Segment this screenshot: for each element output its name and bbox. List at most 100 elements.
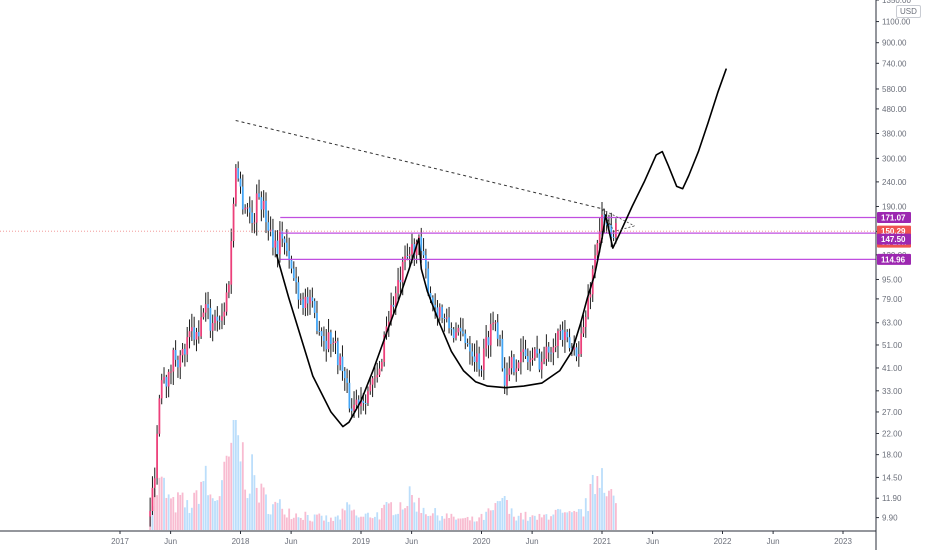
price-bar-body [195, 331, 198, 340]
time-tick-label: Jun [164, 537, 177, 546]
price-bar-body [452, 329, 455, 339]
price-bar-body [327, 332, 330, 350]
price-bar-body [450, 328, 453, 330]
price-bar-body [522, 349, 525, 352]
time-tick-label: 2023 [834, 537, 852, 546]
price-bar-body [165, 376, 168, 387]
price-bar-body [380, 362, 383, 369]
price-bar-body [167, 371, 170, 387]
price-bar-body [554, 345, 557, 348]
price-bar-body [485, 337, 488, 349]
price-bar-body [183, 348, 186, 355]
freehand-curve[interactable] [275, 237, 420, 428]
price-bar-body [350, 408, 353, 411]
time-axis[interactable]: 2017 Jun 2018 Jun 2019 Jun 2020 Jun 2021 Jun 2022 J… [0, 530, 876, 546]
price-bar-body [462, 331, 464, 334]
price-bar-body [513, 357, 515, 373]
volume-bar [374, 516, 376, 530]
freehand-curve[interactable] [418, 237, 603, 389]
price-bar-body [272, 229, 274, 248]
volume-bar [441, 516, 444, 530]
trendline[interactable] [235, 119, 605, 210]
volume-bar [186, 500, 189, 530]
triangle-pattern[interactable] [601, 208, 635, 232]
price-bar-body [248, 207, 251, 213]
volume-bar [390, 502, 393, 530]
price-bar-body [193, 327, 196, 340]
volume-bar [559, 509, 562, 530]
price-tick-label: 480.00 [882, 105, 907, 114]
volume-bar [452, 516, 455, 530]
volume-bar [427, 516, 430, 530]
volume-bar [594, 494, 596, 530]
volume-bar [545, 514, 548, 530]
volume-bar [325, 515, 328, 530]
volume-bar [515, 520, 518, 530]
price-tick-label: 11.90 [882, 494, 902, 503]
volume-bar [197, 503, 200, 530]
volume-bar [413, 502, 416, 530]
annotation-layer[interactable] [0, 68, 876, 428]
price-axis[interactable]: 1350.00 1100.00 900.00 740.00 580.00 480.00 38… [875, 0, 911, 550]
price-bar-body [469, 344, 471, 352]
volume-bar [552, 514, 555, 530]
volume-bar [387, 503, 390, 530]
volume-bar [165, 497, 168, 530]
time-tick-label: 2017 [111, 537, 129, 546]
price-bar-body [288, 250, 291, 261]
volume-bar [329, 517, 332, 530]
price-bar-body [427, 268, 430, 293]
volume-bar [341, 508, 344, 530]
price-bar-body [494, 322, 497, 324]
price-bar-body [339, 356, 342, 366]
price-tick-label: 190.00 [882, 202, 907, 211]
price-tag-label: 171.07 [881, 214, 906, 223]
volume-bar [311, 521, 314, 530]
volume-bar [244, 489, 247, 530]
price-bar-body [225, 292, 228, 312]
volume-bar [399, 502, 402, 530]
price-bar-body [362, 400, 365, 403]
price-bar-body [346, 378, 348, 383]
price-tag-label: 147.50 [881, 235, 906, 244]
price-bar-body [429, 292, 432, 298]
price-bar-body [482, 348, 485, 371]
volume-bar [371, 518, 374, 530]
price-bar-body [316, 312, 318, 331]
price-bar-body [302, 299, 304, 308]
volume-bar [455, 519, 457, 530]
volume-bar [404, 508, 406, 530]
price-bar-body [466, 343, 469, 345]
freehand-curve[interactable] [601, 68, 727, 249]
currency-badge[interactable]: USD [896, 5, 921, 18]
price-bar-body [473, 356, 476, 363]
price-bar-body [216, 316, 219, 321]
price-bar-body [269, 229, 272, 231]
volume-bar [320, 515, 323, 530]
volume-bar [610, 489, 613, 530]
price-bar-body [506, 374, 508, 386]
price-bar-body [186, 337, 189, 355]
volume-bar [496, 501, 499, 530]
volume-bar [239, 461, 242, 530]
price-tick-label: 27.00 [882, 408, 903, 417]
price-bar-body [355, 399, 358, 405]
time-tick-label: Jun [646, 537, 659, 546]
time-tick-label: 2018 [232, 537, 250, 546]
volume-bar [327, 521, 330, 530]
volume-bar [367, 512, 369, 530]
price-tick-label: 1100.00 [882, 18, 911, 27]
price-tag-label: 150.29 [881, 227, 906, 236]
price-bar-body [360, 400, 362, 407]
volume-bar [533, 515, 536, 530]
price-bar-body [207, 304, 209, 308]
price-bar-body [181, 348, 184, 356]
volume-bar [297, 517, 300, 530]
price-bar-body [480, 369, 483, 371]
price-bar-body [149, 510, 152, 517]
price-bar-body [615, 223, 617, 238]
price-bar-body [299, 299, 302, 301]
volume-bar [570, 512, 573, 530]
price-bar-body [151, 487, 154, 511]
